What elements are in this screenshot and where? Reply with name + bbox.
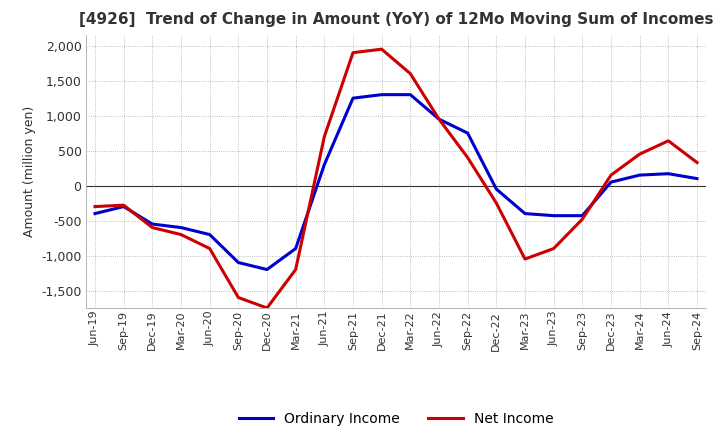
Net Income <box>607 172 616 178</box>
Ordinary Income <box>120 204 128 209</box>
Line: Net Income: Net Income <box>95 49 697 308</box>
Net Income <box>578 216 587 222</box>
Net Income <box>292 267 300 272</box>
Line: Ordinary Income: Ordinary Income <box>95 95 697 270</box>
Net Income <box>492 201 500 206</box>
Net Income <box>320 134 328 139</box>
Ordinary Income <box>635 172 644 178</box>
Y-axis label: Amount (million yen): Amount (million yen) <box>22 106 35 237</box>
Legend: Ordinary Income, Net Income: Ordinary Income, Net Income <box>233 407 559 432</box>
Net Income <box>348 50 357 55</box>
Ordinary Income <box>664 171 672 176</box>
Ordinary Income <box>91 211 99 216</box>
Ordinary Income <box>263 267 271 272</box>
Net Income <box>120 202 128 208</box>
Net Income <box>635 151 644 157</box>
Ordinary Income <box>435 117 444 122</box>
Net Income <box>464 155 472 160</box>
Net Income <box>234 295 243 300</box>
Net Income <box>91 204 99 209</box>
Ordinary Income <box>320 162 328 167</box>
Net Income <box>406 71 415 76</box>
Ordinary Income <box>492 187 500 192</box>
Ordinary Income <box>406 92 415 97</box>
Net Income <box>549 246 558 251</box>
Ordinary Income <box>377 92 386 97</box>
Ordinary Income <box>521 211 529 216</box>
Ordinary Income <box>578 213 587 218</box>
Ordinary Income <box>148 221 157 227</box>
Ordinary Income <box>292 246 300 251</box>
Net Income <box>377 47 386 52</box>
Ordinary Income <box>234 260 243 265</box>
Net Income <box>693 160 701 165</box>
Title: [4926]  Trend of Change in Amount (YoY) of 12Mo Moving Sum of Incomes: [4926] Trend of Change in Amount (YoY) o… <box>78 12 714 27</box>
Net Income <box>148 225 157 230</box>
Net Income <box>176 232 185 237</box>
Net Income <box>263 305 271 311</box>
Net Income <box>435 117 444 122</box>
Ordinary Income <box>693 176 701 181</box>
Ordinary Income <box>464 131 472 136</box>
Ordinary Income <box>176 225 185 230</box>
Ordinary Income <box>607 180 616 185</box>
Ordinary Income <box>348 95 357 101</box>
Ordinary Income <box>549 213 558 218</box>
Net Income <box>521 257 529 262</box>
Net Income <box>664 138 672 143</box>
Ordinary Income <box>205 232 214 237</box>
Net Income <box>205 246 214 251</box>
